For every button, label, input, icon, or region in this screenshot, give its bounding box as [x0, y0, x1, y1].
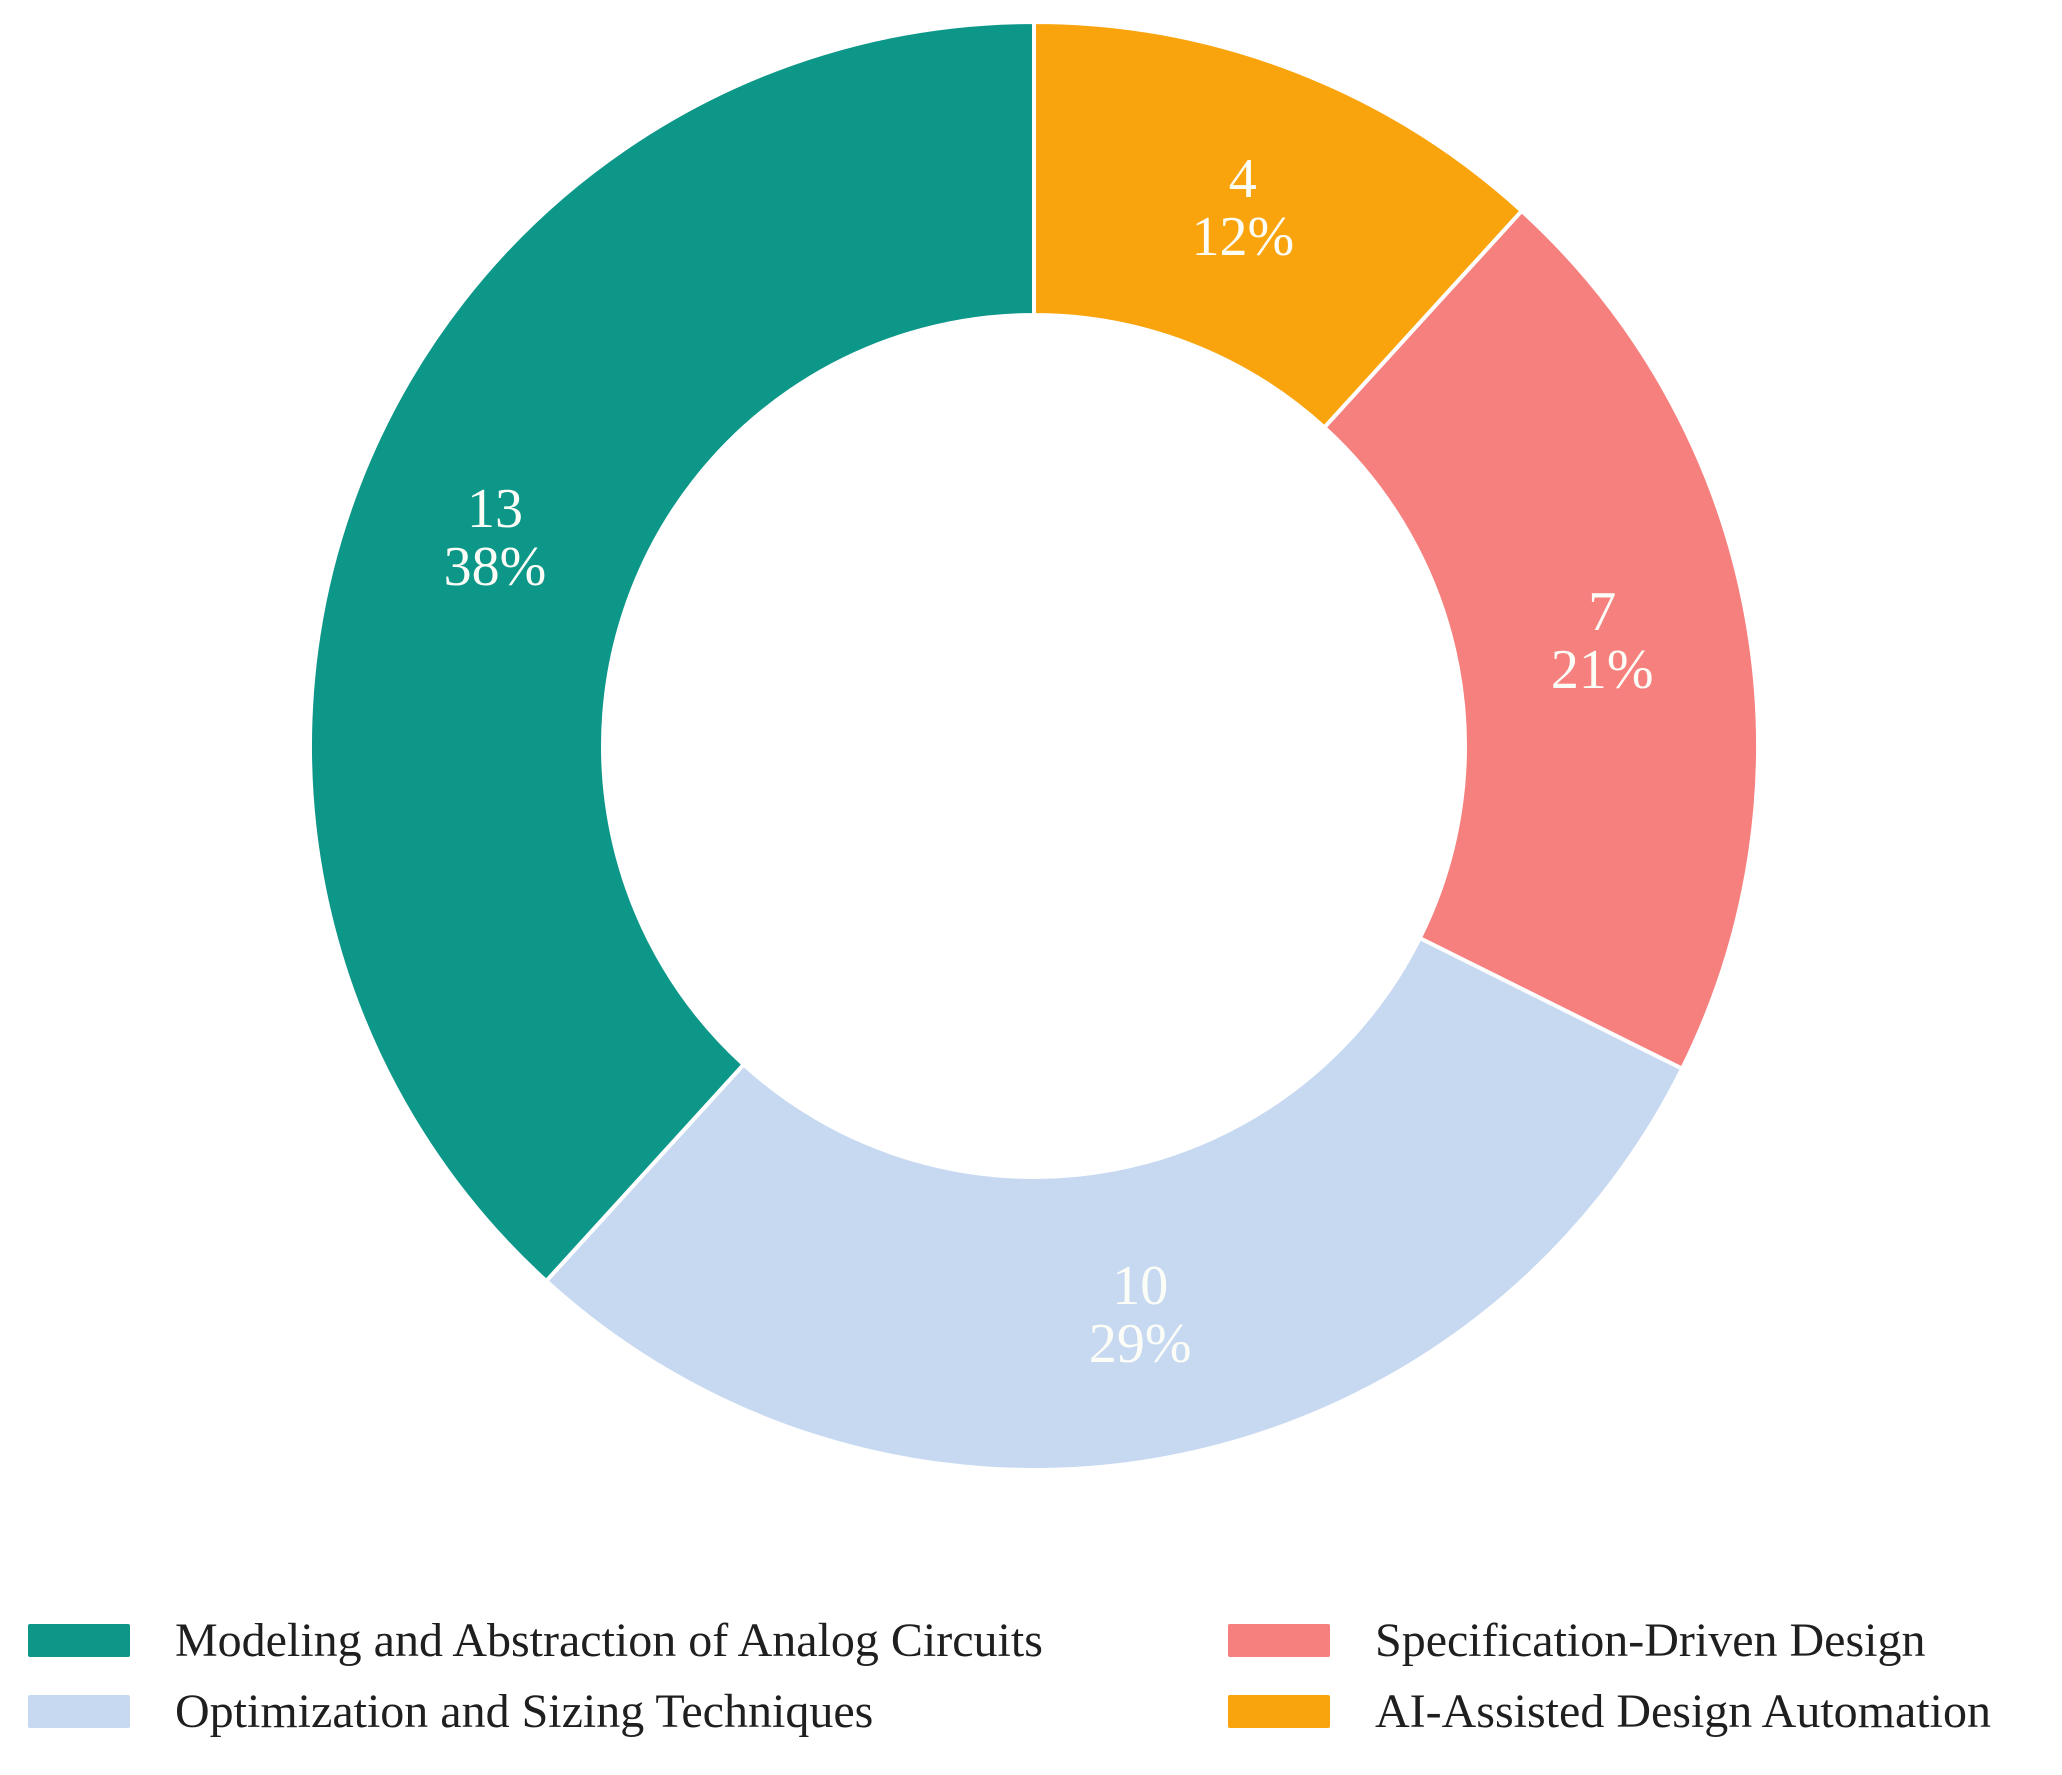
legend-swatch-pink	[1228, 1623, 1330, 1657]
legend-swatch-teal	[28, 1623, 130, 1657]
chart-legend: Modeling and Abstraction of Analog Circu…	[28, 1612, 1991, 1739]
slice-label: 38%	[444, 536, 547, 598]
donut-slice-2	[1322, 208, 1760, 1071]
slice-label: 10	[1112, 1255, 1168, 1317]
slice-label: 13	[467, 478, 523, 540]
legend-item-modeling: Modeling and Abstraction of Analog Circu…	[28, 1612, 1228, 1668]
legend-item-ai-assisted: AI-Assisted Design Automation	[1228, 1683, 1991, 1739]
legend-item-optimization: Optimization and Sizing Techniques	[28, 1683, 1228, 1739]
slice-label: 4	[1229, 148, 1257, 210]
slice-label: 29%	[1089, 1313, 1192, 1375]
donut-slice-1	[1032, 20, 1524, 430]
legend-label: Modeling and Abstraction of Analog Circu…	[175, 1613, 1043, 1667]
slice-label: 12%	[1191, 206, 1294, 268]
legend-item-specification: Specification-Driven Design	[1228, 1612, 1991, 1668]
legend-label: Specification-Driven Design	[1375, 1613, 1926, 1667]
legend-label: AI-Assisted Design Automation	[1375, 1684, 1991, 1738]
legend-label: Optimization and Sizing Techniques	[175, 1684, 874, 1738]
legend-swatch-lightblue	[28, 1694, 130, 1728]
donut-slice-4	[307, 20, 1036, 1284]
legend-swatch-orange	[1228, 1694, 1330, 1728]
donut-slice-3	[544, 936, 1685, 1473]
slice-label: 21%	[1551, 639, 1654, 701]
slice-label: 7	[1588, 581, 1616, 643]
